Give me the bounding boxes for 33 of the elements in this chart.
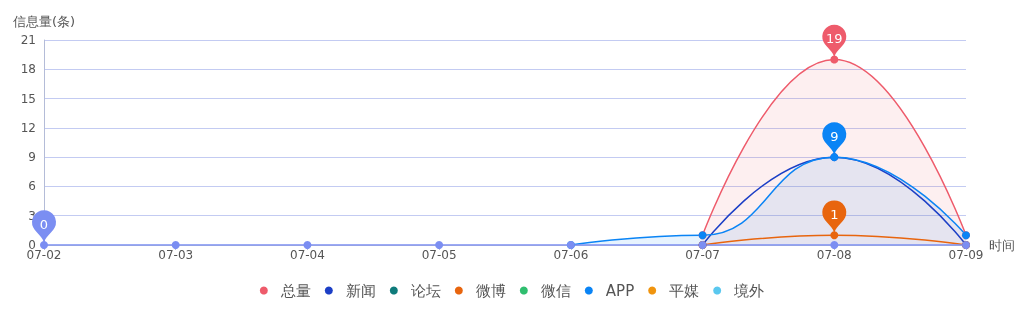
- x-tick-label: 07-08: [816, 248, 852, 262]
- x-tick-label: 07-04: [289, 248, 325, 262]
- y-tick-label: 18: [20, 62, 36, 77]
- legend-label: APP: [605, 281, 635, 300]
- data-label: 9: [830, 128, 839, 144]
- data-label: 19: [826, 31, 843, 47]
- legend-label: 微信: [540, 281, 571, 300]
- point: [40, 241, 48, 249]
- y-tick-label: 15: [20, 91, 36, 106]
- y-tick-label: 6: [28, 179, 36, 194]
- legend-label: 新闻: [345, 281, 376, 300]
- y-axis-title: 信息量(条): [12, 14, 76, 29]
- y-tick-label: 9: [28, 150, 36, 165]
- data-label: 1: [830, 206, 839, 222]
- x-axis-title: 时间: [989, 237, 1016, 253]
- data-label: 0: [39, 216, 49, 232]
- legend-label: 论坛: [410, 281, 441, 300]
- legend-label: 总量: [279, 281, 311, 300]
- legend-label: 微博: [475, 281, 506, 300]
- legend-label: 平媒: [669, 281, 700, 300]
- point: [303, 241, 312, 249]
- point: [830, 231, 839, 240]
- y-tick-label: 21: [20, 33, 36, 47]
- x-tick-label: 07-09: [948, 248, 984, 262]
- point: [171, 241, 180, 249]
- x-tick-label: 07-06: [553, 248, 589, 262]
- point: [830, 241, 839, 249]
- y-tick-label: 12: [20, 120, 36, 135]
- x-tick-label: 07-07: [685, 248, 721, 262]
- x-tick-label: 07-03: [158, 248, 194, 262]
- x-tick-label: 07-05: [421, 248, 457, 262]
- point: [435, 241, 444, 249]
- legend-label: 境外: [733, 281, 765, 300]
